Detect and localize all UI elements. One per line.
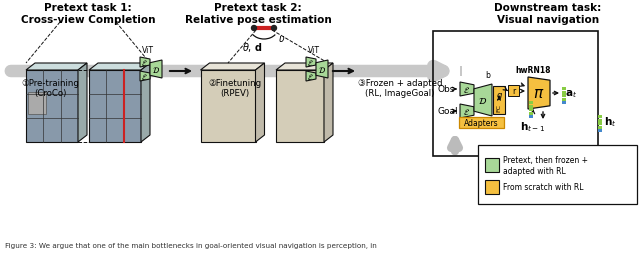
Text: Goal: Goal <box>437 107 458 116</box>
FancyBboxPatch shape <box>598 116 602 119</box>
Text: $\mathcal{E}$: $\mathcal{E}$ <box>141 58 148 68</box>
Text: $\upsilon$: $\upsilon$ <box>278 34 285 44</box>
FancyBboxPatch shape <box>562 88 566 91</box>
FancyBboxPatch shape <box>598 122 602 125</box>
Text: $\mathbf{h}_{t-1}$: $\mathbf{h}_{t-1}$ <box>520 120 546 133</box>
Polygon shape <box>306 58 316 68</box>
FancyBboxPatch shape <box>562 98 566 101</box>
Text: FC: FC <box>497 104 502 112</box>
Text: $\mathbf{a}_t$: $\mathbf{a}_t$ <box>565 88 577 100</box>
Polygon shape <box>140 72 150 82</box>
Text: $\mathcal{D}$: $\mathcal{D}$ <box>479 96 488 106</box>
Text: b: b <box>486 71 490 80</box>
Text: $\mathcal{E}$: $\mathcal{E}$ <box>141 72 148 82</box>
FancyBboxPatch shape <box>598 126 602 129</box>
FancyBboxPatch shape <box>529 105 533 108</box>
Polygon shape <box>200 71 255 142</box>
FancyBboxPatch shape <box>562 95 566 98</box>
FancyBboxPatch shape <box>562 91 566 94</box>
Text: $\mathcal{E}$: $\mathcal{E}$ <box>463 107 470 117</box>
FancyBboxPatch shape <box>598 119 602 122</box>
FancyBboxPatch shape <box>508 86 519 97</box>
Text: ③Frozen + adapted
(RL, ImageGoal): ③Frozen + adapted (RL, ImageGoal) <box>358 79 442 98</box>
Text: Pretext task 2:
Relative pose estimation: Pretext task 2: Relative pose estimation <box>184 3 332 24</box>
FancyBboxPatch shape <box>562 102 566 105</box>
Polygon shape <box>474 85 492 117</box>
Polygon shape <box>460 83 474 97</box>
Text: Pretext task 1:
Cross-view Completion: Pretext task 1: Cross-view Completion <box>20 3 156 24</box>
Text: $\mathcal{D}$: $\mathcal{D}$ <box>152 65 160 75</box>
Polygon shape <box>255 64 264 142</box>
Text: Figure 3: We argue that one of the main bottlenecks in goal-oriented visual navi: Figure 3: We argue that one of the main … <box>5 242 377 248</box>
FancyBboxPatch shape <box>598 130 602 133</box>
Polygon shape <box>324 64 333 142</box>
FancyBboxPatch shape <box>529 102 533 105</box>
Text: ViT: ViT <box>308 46 320 55</box>
Polygon shape <box>26 71 78 142</box>
Text: Adapters: Adapters <box>464 119 499 128</box>
Text: ②Finetuning
(RPEV): ②Finetuning (RPEV) <box>209 79 262 98</box>
Text: From scratch with RL: From scratch with RL <box>503 183 584 192</box>
Text: $\theta$, $\mathbf{d}$: $\theta$, $\mathbf{d}$ <box>242 41 262 54</box>
Polygon shape <box>528 78 550 109</box>
Text: Obs: Obs <box>437 85 454 94</box>
Circle shape <box>271 26 276 31</box>
Text: $\mathcal{E}$: $\mathcal{E}$ <box>307 58 314 68</box>
Text: Pretext, then frozen +
adapted with RL: Pretext, then frozen + adapted with RL <box>503 156 588 175</box>
Text: ①Pre-training
(CroCo): ①Pre-training (CroCo) <box>21 79 79 98</box>
FancyBboxPatch shape <box>28 93 46 115</box>
FancyBboxPatch shape <box>478 146 637 204</box>
FancyBboxPatch shape <box>529 112 533 115</box>
FancyBboxPatch shape <box>529 108 533 112</box>
Polygon shape <box>276 71 324 142</box>
Polygon shape <box>276 64 333 71</box>
FancyBboxPatch shape <box>485 158 499 172</box>
Polygon shape <box>89 64 150 71</box>
FancyBboxPatch shape <box>493 87 505 115</box>
Text: Downstream task:
Visual navigation: Downstream task: Visual navigation <box>494 3 602 24</box>
Polygon shape <box>316 61 328 79</box>
Polygon shape <box>140 58 150 68</box>
Polygon shape <box>89 71 141 142</box>
Text: $\mathcal{D}$: $\mathcal{D}$ <box>318 65 326 75</box>
Polygon shape <box>26 64 87 71</box>
Text: $\mathbf{h}_t$: $\mathbf{h}_t$ <box>604 115 616 128</box>
Polygon shape <box>460 105 474 119</box>
FancyBboxPatch shape <box>485 180 499 194</box>
FancyBboxPatch shape <box>459 118 504 129</box>
Circle shape <box>252 26 257 31</box>
FancyBboxPatch shape <box>460 67 462 77</box>
Polygon shape <box>200 64 264 71</box>
Text: $\pi$: $\pi$ <box>533 86 545 101</box>
Text: $g$: $g$ <box>495 91 502 102</box>
Polygon shape <box>141 64 150 142</box>
FancyBboxPatch shape <box>529 116 533 119</box>
Text: hwRN18: hwRN18 <box>515 66 551 75</box>
Polygon shape <box>150 61 162 79</box>
Text: $\mathcal{E}$: $\mathcal{E}$ <box>463 85 470 95</box>
Polygon shape <box>78 64 87 142</box>
Polygon shape <box>306 72 316 82</box>
Text: r: r <box>512 87 515 96</box>
Text: $\mathcal{E}$: $\mathcal{E}$ <box>307 72 314 82</box>
Text: ViT: ViT <box>142 46 154 55</box>
